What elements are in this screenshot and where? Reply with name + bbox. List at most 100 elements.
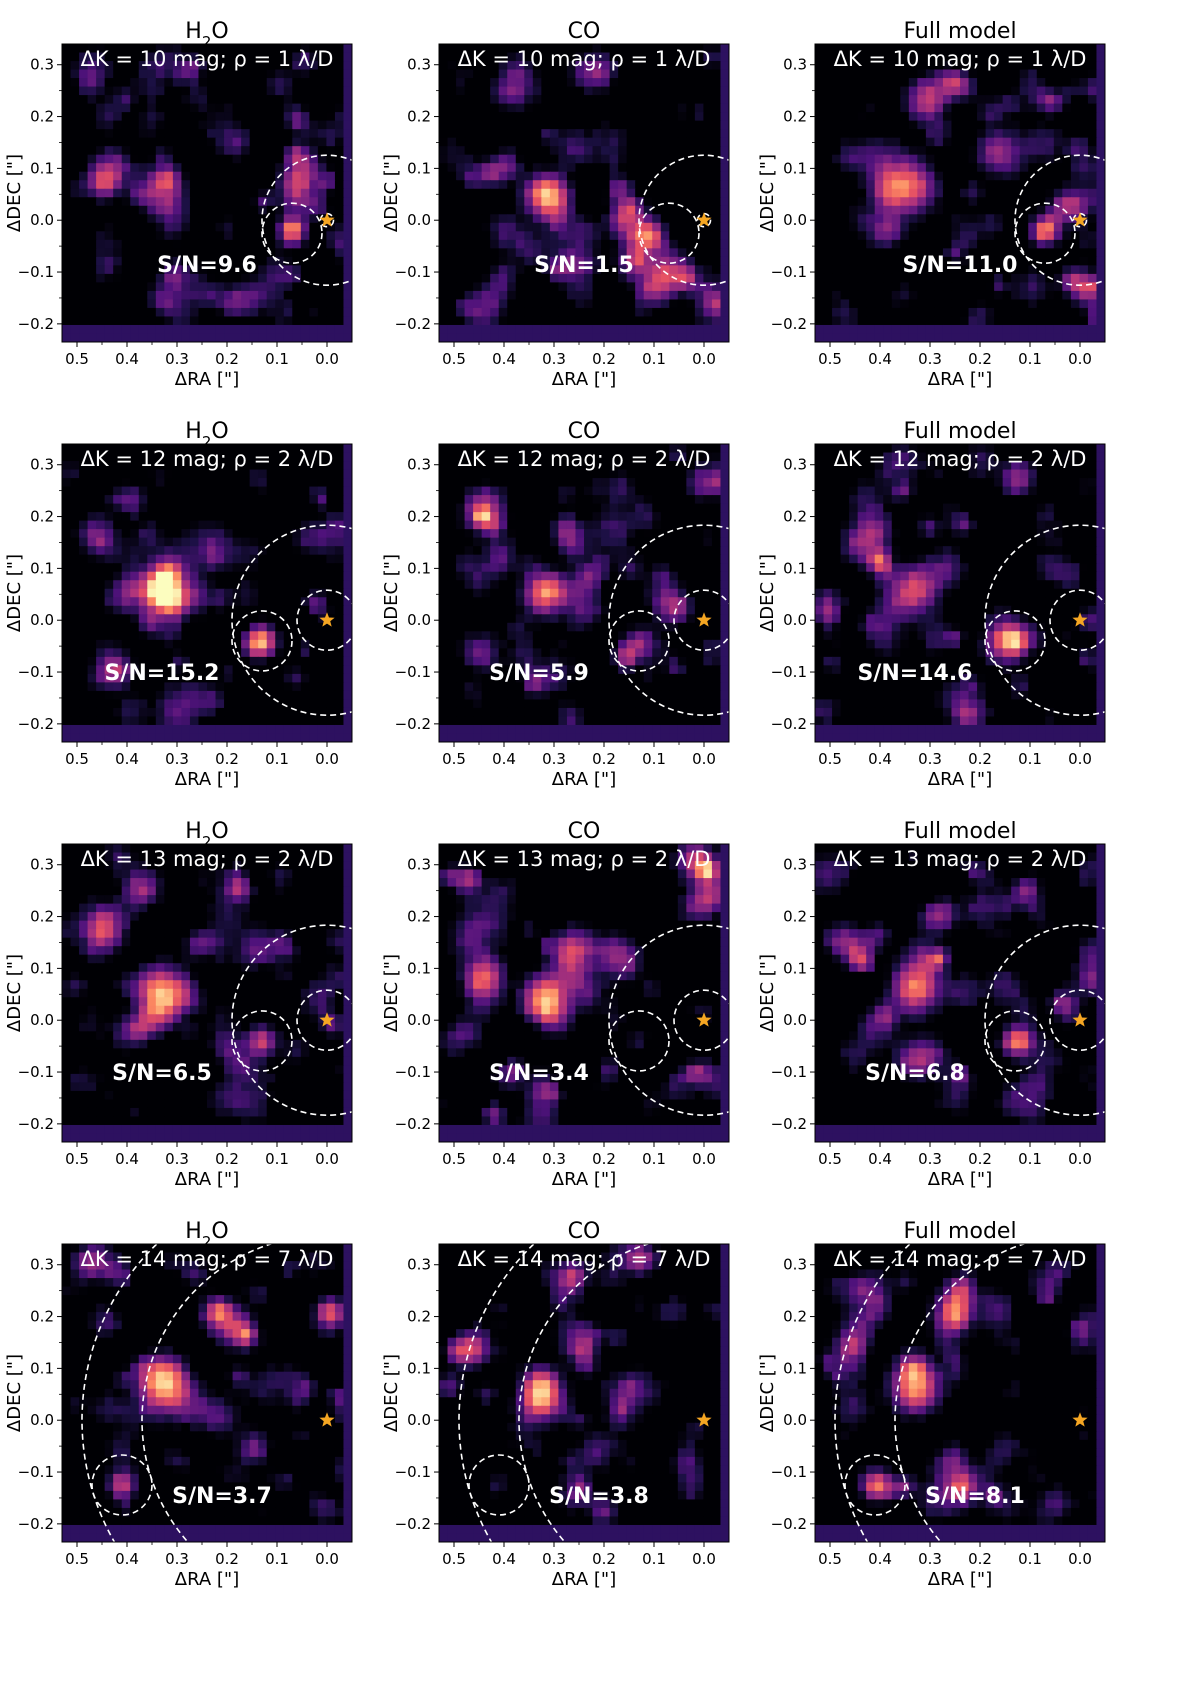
heatmap-cell <box>292 256 302 266</box>
heatmap-cell <box>1062 205 1072 215</box>
heatmap-cell <box>79 673 89 683</box>
heatmap-cell <box>815 52 825 62</box>
heatmap-cell <box>292 290 302 301</box>
heatmap-cell <box>481 239 491 249</box>
heatmap-cell <box>1096 333 1105 342</box>
heatmap-cell <box>464 248 474 258</box>
heatmap-cell <box>660 444 670 454</box>
heatmap-cell <box>832 299 842 309</box>
heatmap-cell <box>207 597 217 607</box>
heatmap-cell <box>566 52 577 62</box>
heatmap-cell <box>258 163 268 173</box>
heatmap-cell <box>694 324 705 335</box>
heatmap-cell <box>900 171 910 181</box>
heatmap-cell <box>138 256 148 266</box>
heatmap-cell <box>189 648 200 658</box>
heatmap-cell <box>104 239 114 249</box>
heatmap-cell <box>164 614 174 624</box>
heatmap-cell <box>309 154 319 164</box>
heatmap-cell <box>249 273 259 283</box>
heatmap-cell <box>908 171 918 181</box>
heatmap-cell <box>258 529 268 539</box>
heatmap-cell <box>113 605 123 615</box>
heatmap-cell <box>258 478 268 488</box>
heatmap-cell <box>87 520 97 530</box>
heatmap-cell <box>849 214 859 224</box>
heatmap-cell <box>874 299 884 309</box>
heatmap-cell <box>79 282 89 292</box>
heatmap-cell <box>609 282 619 292</box>
heatmap-cell <box>1062 44 1072 54</box>
heatmap-cell <box>694 282 705 292</box>
heatmap-cell <box>473 154 483 164</box>
heatmap-image <box>439 444 729 742</box>
heatmap-cell <box>447 282 457 292</box>
heatmap-cell <box>575 290 585 301</box>
heatmap-cell <box>481 282 491 292</box>
heatmap-cell <box>104 248 114 258</box>
heatmap-cell <box>447 273 457 283</box>
heatmap-cell <box>62 546 72 556</box>
heatmap-cell <box>79 290 89 301</box>
heatmap-cell <box>164 180 174 190</box>
heatmap-cell <box>643 205 653 215</box>
heatmap-cell <box>334 529 345 539</box>
heatmap-cell <box>626 307 636 318</box>
heatmap-cell <box>840 52 850 62</box>
heatmap-cell <box>317 622 328 632</box>
heatmap-cell <box>326 563 336 573</box>
heatmap-cell <box>104 129 114 139</box>
heatmap-cell <box>283 256 293 266</box>
heatmap-cell <box>498 452 508 462</box>
heatmap-cell <box>121 239 131 249</box>
heatmap-cell <box>660 69 670 79</box>
heatmap-cell <box>985 197 995 207</box>
heatmap-cell <box>994 299 1004 309</box>
heatmap-cell <box>121 529 131 539</box>
heatmap-cell <box>317 648 328 658</box>
heatmap-cell <box>258 588 268 598</box>
heatmap-cell <box>87 44 97 54</box>
heatmap-cell <box>147 69 157 79</box>
heatmap-cell <box>960 282 970 292</box>
heatmap-cell <box>326 622 336 632</box>
heatmap-cell <box>224 154 234 164</box>
heatmap-cell <box>507 444 517 454</box>
heatmap-cell <box>473 265 483 275</box>
heatmap-cell <box>121 699 131 709</box>
heatmap-cell <box>635 299 645 309</box>
heatmap-cell <box>985 171 995 181</box>
heatmap-cell <box>343 188 352 198</box>
heatmap-cell <box>1011 61 1021 71</box>
heatmap-cell <box>326 648 336 658</box>
heatmap-cell <box>275 95 285 105</box>
heatmap-cell <box>326 588 336 598</box>
heatmap-cell <box>79 461 89 471</box>
heatmap-cell <box>70 537 80 547</box>
heatmap-cell <box>87 78 97 88</box>
heatmap-cell <box>1011 282 1021 292</box>
heatmap-cell <box>1070 112 1081 122</box>
heatmap-cell <box>96 622 106 632</box>
heatmap-cell <box>968 239 978 249</box>
heatmap-cell <box>711 299 722 309</box>
heatmap-cell <box>532 265 542 275</box>
heatmap-cell <box>652 146 662 156</box>
heatmap-cell <box>601 282 611 292</box>
heatmap-cell <box>601 103 611 113</box>
heatmap-cell <box>266 324 276 335</box>
heatmap-cell <box>609 197 619 207</box>
heatmap-cell <box>985 44 995 54</box>
heatmap-cell <box>104 231 114 241</box>
heatmap-cell <box>840 78 850 88</box>
heatmap-cell <box>720 95 729 105</box>
heatmap-cell <box>985 78 995 88</box>
heatmap-cell <box>985 222 995 232</box>
heatmap-cell <box>215 86 225 96</box>
heatmap-cell <box>669 137 679 147</box>
heatmap-cell <box>300 239 310 249</box>
heatmap-cell <box>1062 333 1072 342</box>
heatmap-cell <box>815 154 825 164</box>
heatmap-cell <box>592 86 602 96</box>
heatmap-cell <box>900 273 910 283</box>
